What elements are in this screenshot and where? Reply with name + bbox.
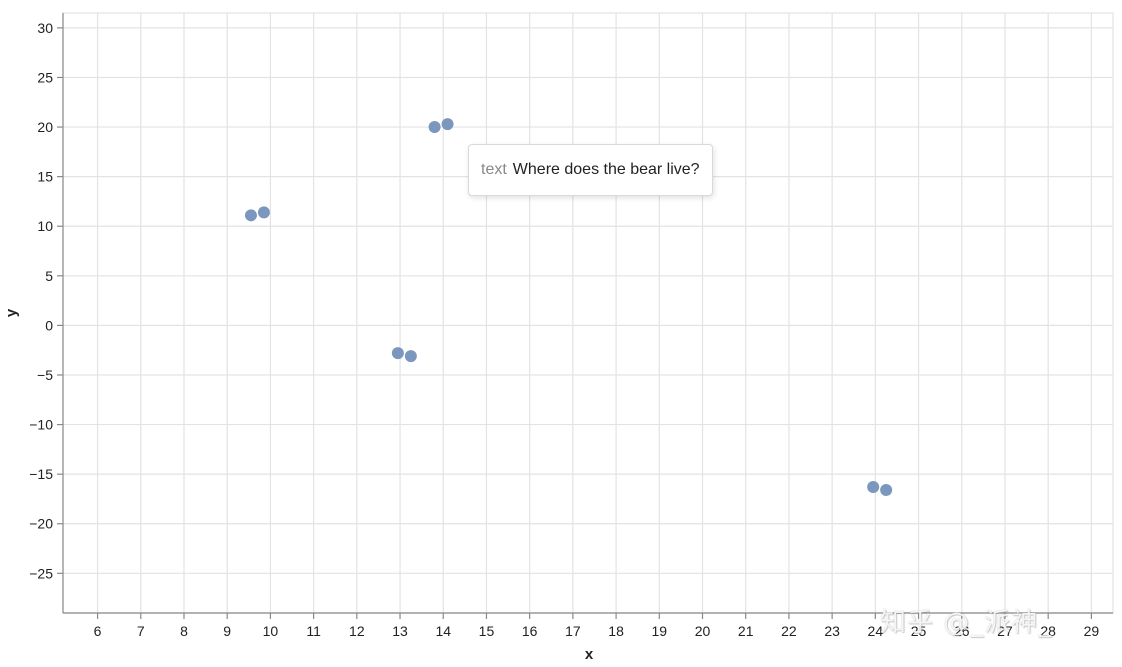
data-point-6[interactable] <box>404 350 417 363</box>
y-tick-label: −20 <box>29 516 53 532</box>
data-points <box>244 118 893 497</box>
y-tick-label: −5 <box>37 367 53 383</box>
x-tick-label: 18 <box>608 623 624 639</box>
tooltip-key: text <box>481 161 507 178</box>
x-tick-label: 8 <box>180 623 188 639</box>
y-tick-label: −10 <box>29 417 53 433</box>
grid <box>62 12 1114 614</box>
x-tick-label: 14 <box>435 623 451 639</box>
x-tick-label: 28 <box>1040 623 1056 639</box>
x-tick-label: 11 <box>306 623 321 639</box>
y-tick-label: −25 <box>29 565 53 581</box>
x-tick-label: 21 <box>738 623 754 639</box>
x-tick-label: 23 <box>824 623 840 639</box>
y-tick-label: 25 <box>37 69 53 85</box>
x-tick-label: 12 <box>349 623 365 639</box>
x-tick-label: 13 <box>392 623 408 639</box>
x-tick-label: 25 <box>911 623 927 639</box>
x-tick-label: 29 <box>1084 623 1100 639</box>
data-point-1[interactable] <box>244 209 257 222</box>
y-tick-label: −15 <box>29 466 53 482</box>
y-tick-label: 15 <box>37 169 53 185</box>
plot-frame <box>62 12 1114 614</box>
x-tick-label: 27 <box>997 623 1013 639</box>
x-tick-label: 16 <box>522 623 538 639</box>
x-tick-label: 19 <box>652 623 668 639</box>
y-tick-label: 30 <box>37 20 53 36</box>
data-point-7[interactable] <box>867 481 880 494</box>
x-tick-label: 22 <box>781 623 797 639</box>
data-point-4[interactable] <box>441 118 454 131</box>
data-point-3[interactable] <box>428 121 441 134</box>
y-tick-label: 10 <box>37 218 53 234</box>
x-tick-label: 17 <box>565 623 581 639</box>
data-point-8[interactable] <box>880 484 893 497</box>
y-tick-label: 20 <box>37 119 53 135</box>
y-axis-title: y <box>3 308 20 317</box>
x-tick-label: 10 <box>263 623 279 639</box>
x-tick-label: 7 <box>137 623 145 639</box>
x-tick-label: 15 <box>479 623 495 639</box>
data-point-5[interactable] <box>391 347 404 360</box>
y-tick-label: 5 <box>45 268 53 284</box>
y-tick-label: 0 <box>45 317 53 333</box>
x-tick-label: 9 <box>223 623 231 639</box>
x-axis-title: x <box>585 646 594 663</box>
x-tick-label: 6 <box>94 623 102 639</box>
x-tick-label: 24 <box>868 623 884 639</box>
data-point-2[interactable] <box>257 206 270 219</box>
x-tick-label: 20 <box>695 623 711 639</box>
tooltip-value: Where does the bear live? <box>512 161 700 178</box>
x-tick-label: 26 <box>954 623 970 639</box>
tooltip: text Where does the bear live? <box>468 144 713 196</box>
watermark: 知乎 @_派神_ <box>880 608 1053 638</box>
axes: 6 7 8 9 10 11 12 13 14 15 16 17 18 19 20 21 22 23 24 25 26 27… <box>29 13 1113 639</box>
